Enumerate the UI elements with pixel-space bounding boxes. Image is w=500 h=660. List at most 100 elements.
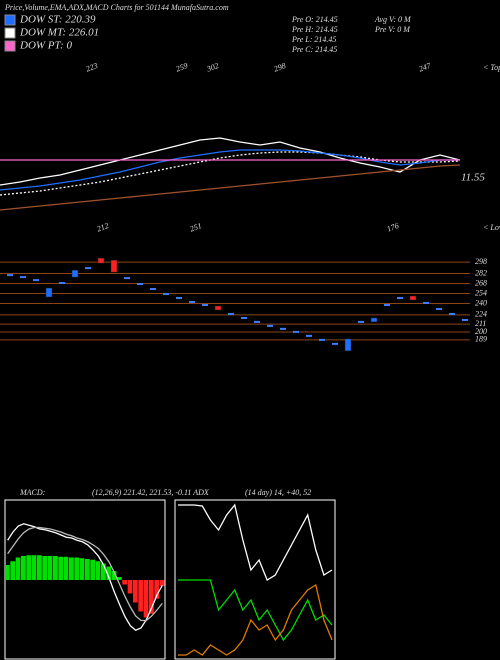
- series-line: [178, 503, 333, 581]
- lows-label: < Lows: [483, 223, 500, 232]
- price-dash: [423, 302, 429, 305]
- chart-title: Price,Volume,EMA,ADX,MACD Charts for 501…: [4, 3, 229, 12]
- candle-body: [45, 287, 53, 298]
- price-dash: [267, 324, 273, 327]
- histogram-bar: [21, 556, 26, 580]
- histogram-bar: [42, 556, 48, 580]
- candle-body: [214, 305, 222, 311]
- legend-swatch: [4, 27, 16, 39]
- histogram-bar: [143, 580, 149, 618]
- y-tick-label: 200: [475, 327, 487, 336]
- top-label: 302: [205, 61, 220, 74]
- legend-label: DOW PT: 0: [19, 40, 72, 52]
- price-dash: [20, 276, 26, 279]
- legend-swatch: [4, 14, 16, 26]
- adx-params: (14 day) 14, +40, 52: [245, 488, 311, 497]
- histogram-bar: [101, 563, 106, 580]
- histogram-bar: [127, 580, 133, 594]
- y-tick-label: 224: [475, 310, 487, 319]
- histogram-bar: [26, 555, 32, 580]
- y-tick-label: 254: [475, 288, 487, 297]
- series-line: [0, 137, 461, 186]
- histogram-bar: [149, 580, 154, 614]
- top-label: 247: [418, 61, 433, 74]
- series-line: [178, 583, 333, 656]
- price-dash: [384, 303, 390, 306]
- price-dash: [59, 282, 65, 285]
- price-dash: [241, 316, 247, 319]
- histogram-bar: [122, 580, 128, 585]
- price-dash: [436, 307, 442, 310]
- histogram-bar: [15, 557, 21, 580]
- histogram-bar: [111, 571, 117, 580]
- histogram-bar: [90, 559, 96, 580]
- stat-label: Pre H: 214.45: [291, 25, 338, 34]
- price-dash: [293, 330, 299, 333]
- histogram-bar: [159, 580, 165, 586]
- price-dash: [176, 297, 182, 300]
- price-dash: [280, 327, 286, 330]
- histogram-bar: [31, 555, 37, 580]
- price-dash: [137, 283, 143, 286]
- series-line: [0, 149, 460, 191]
- price-dash: [306, 334, 312, 337]
- y-tick-label: 282: [475, 268, 487, 277]
- histogram-bar: [85, 559, 90, 580]
- y-tick-label: 189: [475, 335, 487, 344]
- candle-body: [71, 269, 79, 278]
- price-dash: [85, 267, 91, 270]
- histogram-bar: [138, 580, 144, 612]
- price-dash: [33, 279, 39, 282]
- histogram-bar: [47, 556, 53, 580]
- tops-label: < Tops: [483, 63, 500, 72]
- candle-body: [409, 295, 417, 301]
- stat-label: Pre V: 0 M: [374, 25, 411, 34]
- price-dash: [449, 312, 455, 315]
- macd-label: MACD:: [19, 488, 46, 497]
- price-dash: [254, 320, 260, 323]
- value-label: 11.55: [461, 172, 485, 184]
- price-dash: [397, 297, 403, 300]
- histogram-bar: [53, 556, 58, 580]
- low-label: 251: [189, 221, 203, 234]
- histogram-bar: [5, 565, 10, 580]
- y-tick-label: 298: [475, 257, 487, 266]
- series-line: [7, 526, 163, 622]
- histogram-bar: [37, 555, 42, 580]
- price-dash: [319, 338, 325, 341]
- series-line: [0, 164, 461, 211]
- series-line: [0, 151, 461, 196]
- histogram-bar: [106, 566, 112, 580]
- stat-label: Pre C: 214.45: [291, 45, 337, 54]
- candle-body: [370, 317, 378, 323]
- y-tick-label: 268: [475, 278, 487, 287]
- series-line: [7, 523, 163, 632]
- legend-label: DOW ST: 220.39: [19, 14, 96, 26]
- low-label: 212: [96, 221, 110, 234]
- candle-body: [344, 338, 352, 352]
- price-dash: [163, 293, 169, 296]
- low-label: 176: [386, 221, 400, 234]
- top-label: 223: [85, 61, 99, 74]
- stat-label: Pre O: 214.45: [291, 15, 338, 24]
- y-tick-label: 240: [475, 298, 487, 307]
- legend-swatch: [4, 40, 16, 52]
- price-dash: [189, 301, 195, 304]
- histogram-bar: [79, 558, 85, 580]
- price-dash: [332, 342, 338, 345]
- top-label: 259: [175, 61, 189, 74]
- histogram-bar: [10, 561, 16, 580]
- price-dash: [150, 288, 156, 291]
- legend-label: DOW MT: 226.01: [19, 27, 99, 39]
- y-tick-label: 211: [475, 319, 486, 328]
- candle-body: [110, 259, 118, 273]
- price-dash: [228, 312, 234, 315]
- stat-label: Avg V: 0 M: [374, 15, 412, 24]
- price-dash: [358, 320, 364, 323]
- candle-body: [97, 257, 105, 264]
- histogram-bar: [95, 561, 101, 580]
- price-dash: [202, 303, 208, 306]
- price-dash: [124, 277, 130, 280]
